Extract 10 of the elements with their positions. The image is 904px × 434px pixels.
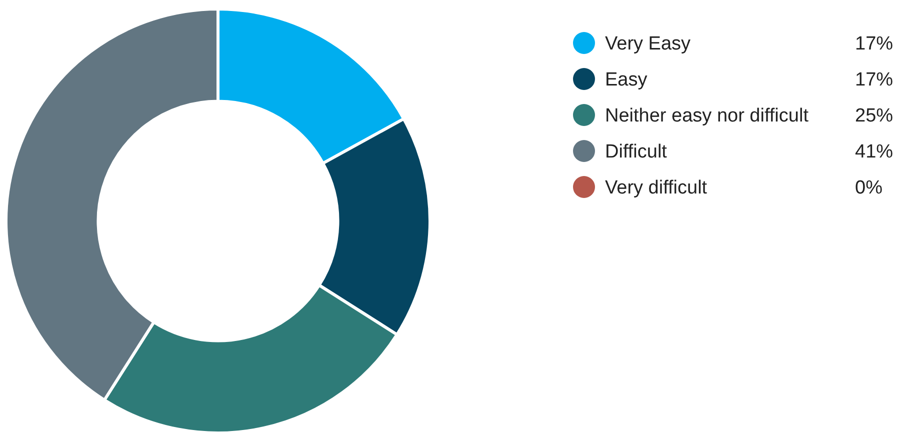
legend-label: Easy — [605, 70, 648, 91]
legend-label: Difficult — [605, 142, 668, 163]
data-label: 17% — [855, 34, 894, 55]
data-label: 17% — [855, 70, 894, 91]
text: 0% — [855, 178, 882, 199]
legend-label: Very difficult — [605, 178, 708, 199]
legend-label: Neither easy nor difficult — [605, 106, 810, 127]
data-label: 41% — [855, 142, 894, 163]
legend-label: Very Easy — [605, 34, 692, 55]
data-label: 25% — [855, 106, 894, 127]
